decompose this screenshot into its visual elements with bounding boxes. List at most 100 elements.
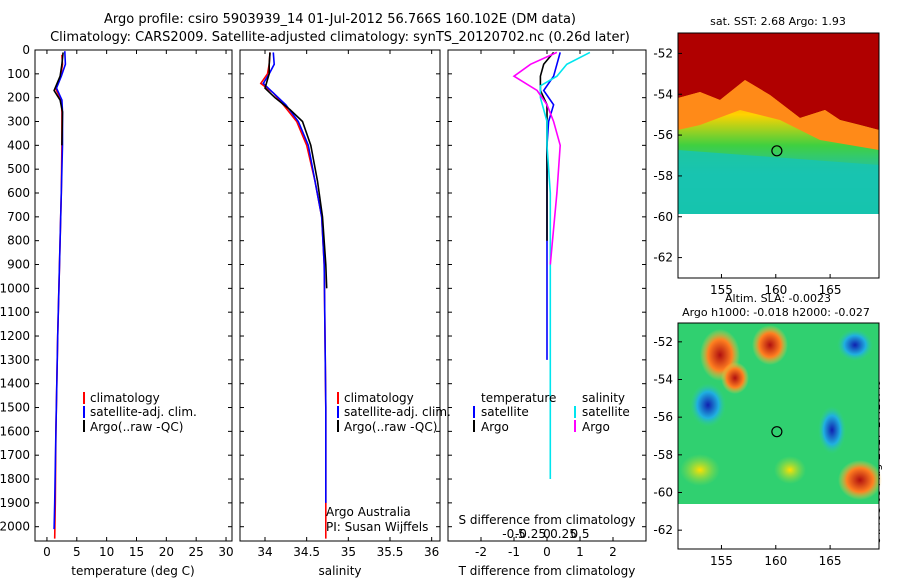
temperature-plot-frame xyxy=(34,49,233,542)
depth-tick-label: 600 xyxy=(7,186,30,200)
series-line-satellite-adj-clim- xyxy=(53,51,67,530)
x-tick-label: 5 xyxy=(73,545,81,559)
legend-label-satellite: satellite-adj. clim. xyxy=(90,405,197,419)
sst-map-frame xyxy=(677,32,880,279)
longitude-tick-label: 155 xyxy=(710,283,733,297)
depth-tick-label: 1100 xyxy=(0,305,30,319)
longitude-tick-label: 165 xyxy=(819,283,842,297)
credit-argo-australia: Argo Australia xyxy=(326,505,411,519)
series-line-salinity-argo xyxy=(512,51,562,265)
salinity-plot: 34 34.5 35 35.5 36 xyxy=(257,50,439,559)
depth-tick-label: 1300 xyxy=(0,353,30,367)
sla-map-image xyxy=(678,323,882,549)
depth-tick-label: 1200 xyxy=(0,329,30,343)
x-tick-label: 20 xyxy=(159,545,174,559)
sla-map-title: Altim. SLA: -0.0023 xyxy=(725,292,831,305)
s-diff-tick-label: 0.25 xyxy=(550,527,577,541)
depth-tick-label: 500 xyxy=(7,162,30,176)
legend-label-argo: Argo(..raw -QC) xyxy=(90,420,183,434)
x-tick-label: 34 xyxy=(257,545,272,559)
x-tick-label: -1 xyxy=(508,545,520,559)
t-difference-axis-label: T difference from climatology xyxy=(458,564,636,578)
latitude-tick-label: -54 xyxy=(653,87,673,101)
depth-tick-label: 800 xyxy=(7,234,30,248)
x-tick-label: 1 xyxy=(576,545,584,559)
depth-tick-label: 400 xyxy=(7,138,30,152)
latitude-tick-label: -58 xyxy=(653,169,673,183)
legend-label-satellite: satellite-adj. clim. xyxy=(344,405,451,419)
salinity-axis-label: salinity xyxy=(318,564,361,578)
s-diff-tick-label: 0.5 xyxy=(570,527,589,541)
x-tick-label: 36 xyxy=(424,545,439,559)
legend-group-salinity: salinity xyxy=(582,391,625,405)
legend-label-sal-satellite: satellite xyxy=(582,405,630,419)
x-tick-label: -2 xyxy=(475,545,487,559)
latitude-tick-label: -54 xyxy=(653,373,673,387)
difference-plot: -2 -1 0 1 2-0.5-0.250 0.250.5 xyxy=(475,50,617,559)
x-tick-label: 0 xyxy=(43,545,51,559)
legend-label-sal-argo: Argo xyxy=(582,420,610,434)
series-line-climatology xyxy=(259,52,327,539)
series-line-salinity-satellite xyxy=(539,51,591,479)
series-line-argo-raw-qc- xyxy=(264,52,328,289)
depth-axis: 0 100 200 300 400 500 600 700 800 900 1000 1100 1200… xyxy=(0,43,646,534)
temperature-axis-label: temperature (deg C) xyxy=(71,564,194,578)
x-tick-label: 30 xyxy=(218,545,233,559)
temperature-legend: climatology satellite-adj. clim. Argo(..… xyxy=(83,391,197,434)
latitude-tick-label: -56 xyxy=(653,128,673,142)
depth-tick-label: 700 xyxy=(7,210,30,224)
depth-tick-label: 1800 xyxy=(0,472,30,486)
x-tick-label: 0 xyxy=(543,545,551,559)
longitude-tick-label: 165 xyxy=(819,554,842,568)
depth-tick-label: 1000 xyxy=(0,281,30,295)
salinity-plot-frame xyxy=(239,49,441,542)
legend-label-temp-argo: Argo xyxy=(481,420,509,434)
depth-tick-label: 0 xyxy=(22,43,30,57)
latitude-tick-label: -60 xyxy=(653,210,673,224)
difference-legend: temperature salinity satellite Argo sate… xyxy=(473,391,630,434)
sst-map-image xyxy=(678,33,879,278)
sla-map-frame xyxy=(677,322,880,550)
x-tick-label: 35 xyxy=(341,545,356,559)
depth-tick-label: 1700 xyxy=(0,448,30,462)
legend-group-temperature: temperature xyxy=(481,391,556,405)
legend-label-temp-satellite: satellite xyxy=(481,405,529,419)
latitude-tick-label: -62 xyxy=(653,251,673,265)
temperature-plot: 0 5 10 15 20 25 30 xyxy=(43,50,234,559)
depth-tick-label: 300 xyxy=(7,115,30,129)
s-difference-axis-label: S difference from climatology xyxy=(459,513,636,527)
x-tick-label: 35.5 xyxy=(377,545,404,559)
latitude-tick-label: -58 xyxy=(653,448,673,462)
x-tick-label: 34.5 xyxy=(293,545,320,559)
s-diff-tick-label: -0.25 xyxy=(515,527,546,541)
depth-tick-label: 200 xyxy=(7,91,30,105)
legend-label-climatology: climatology xyxy=(344,391,414,405)
longitude-tick-label: 160 xyxy=(764,554,787,568)
figure-title-line-1: Argo profile: csiro 5903939_14 01-Jul-20… xyxy=(104,12,576,27)
latitude-tick-label: -52 xyxy=(653,46,673,60)
profile-location-marker xyxy=(771,145,783,157)
legend-label-climatology: climatology xyxy=(90,391,160,405)
depth-tick-label: 1400 xyxy=(0,377,30,391)
sla-map-subtitle: Argo h1000: -0.018 h2000: -0.027 xyxy=(682,306,870,319)
sst-map-title: sat. SST: 2.68 Argo: 1.93 xyxy=(710,15,846,28)
depth-tick-label: 1900 xyxy=(0,496,30,510)
x-tick-label: 15 xyxy=(129,545,144,559)
depth-tick-label: 2000 xyxy=(0,520,30,534)
series-line-temperature-satellite xyxy=(542,52,561,360)
sst-map-axes: 155 160 165 -52 -54 -56 -58 -60 -62 xyxy=(653,46,841,297)
depth-tick-label: 1500 xyxy=(0,401,30,415)
profile-location-marker xyxy=(771,426,783,438)
longitude-tick-label: 155 xyxy=(710,554,733,568)
latitude-tick-label: -56 xyxy=(653,410,673,424)
longitude-tick-label: 160 xyxy=(764,283,787,297)
latitude-tick-label: -62 xyxy=(653,523,673,537)
sla-map-axes: 155 160 165 -52 -54 -56 -58 -60 -62 xyxy=(653,335,841,568)
x-tick-label: 2 xyxy=(609,545,617,559)
x-tick-label: 10 xyxy=(99,545,114,559)
credit-pi-name: PI: Susan Wijffels xyxy=(326,520,428,534)
latitude-tick-label: -60 xyxy=(653,486,673,500)
s-diff-tick-label: 0 xyxy=(543,527,551,541)
depth-tick-label: 100 xyxy=(7,67,30,81)
